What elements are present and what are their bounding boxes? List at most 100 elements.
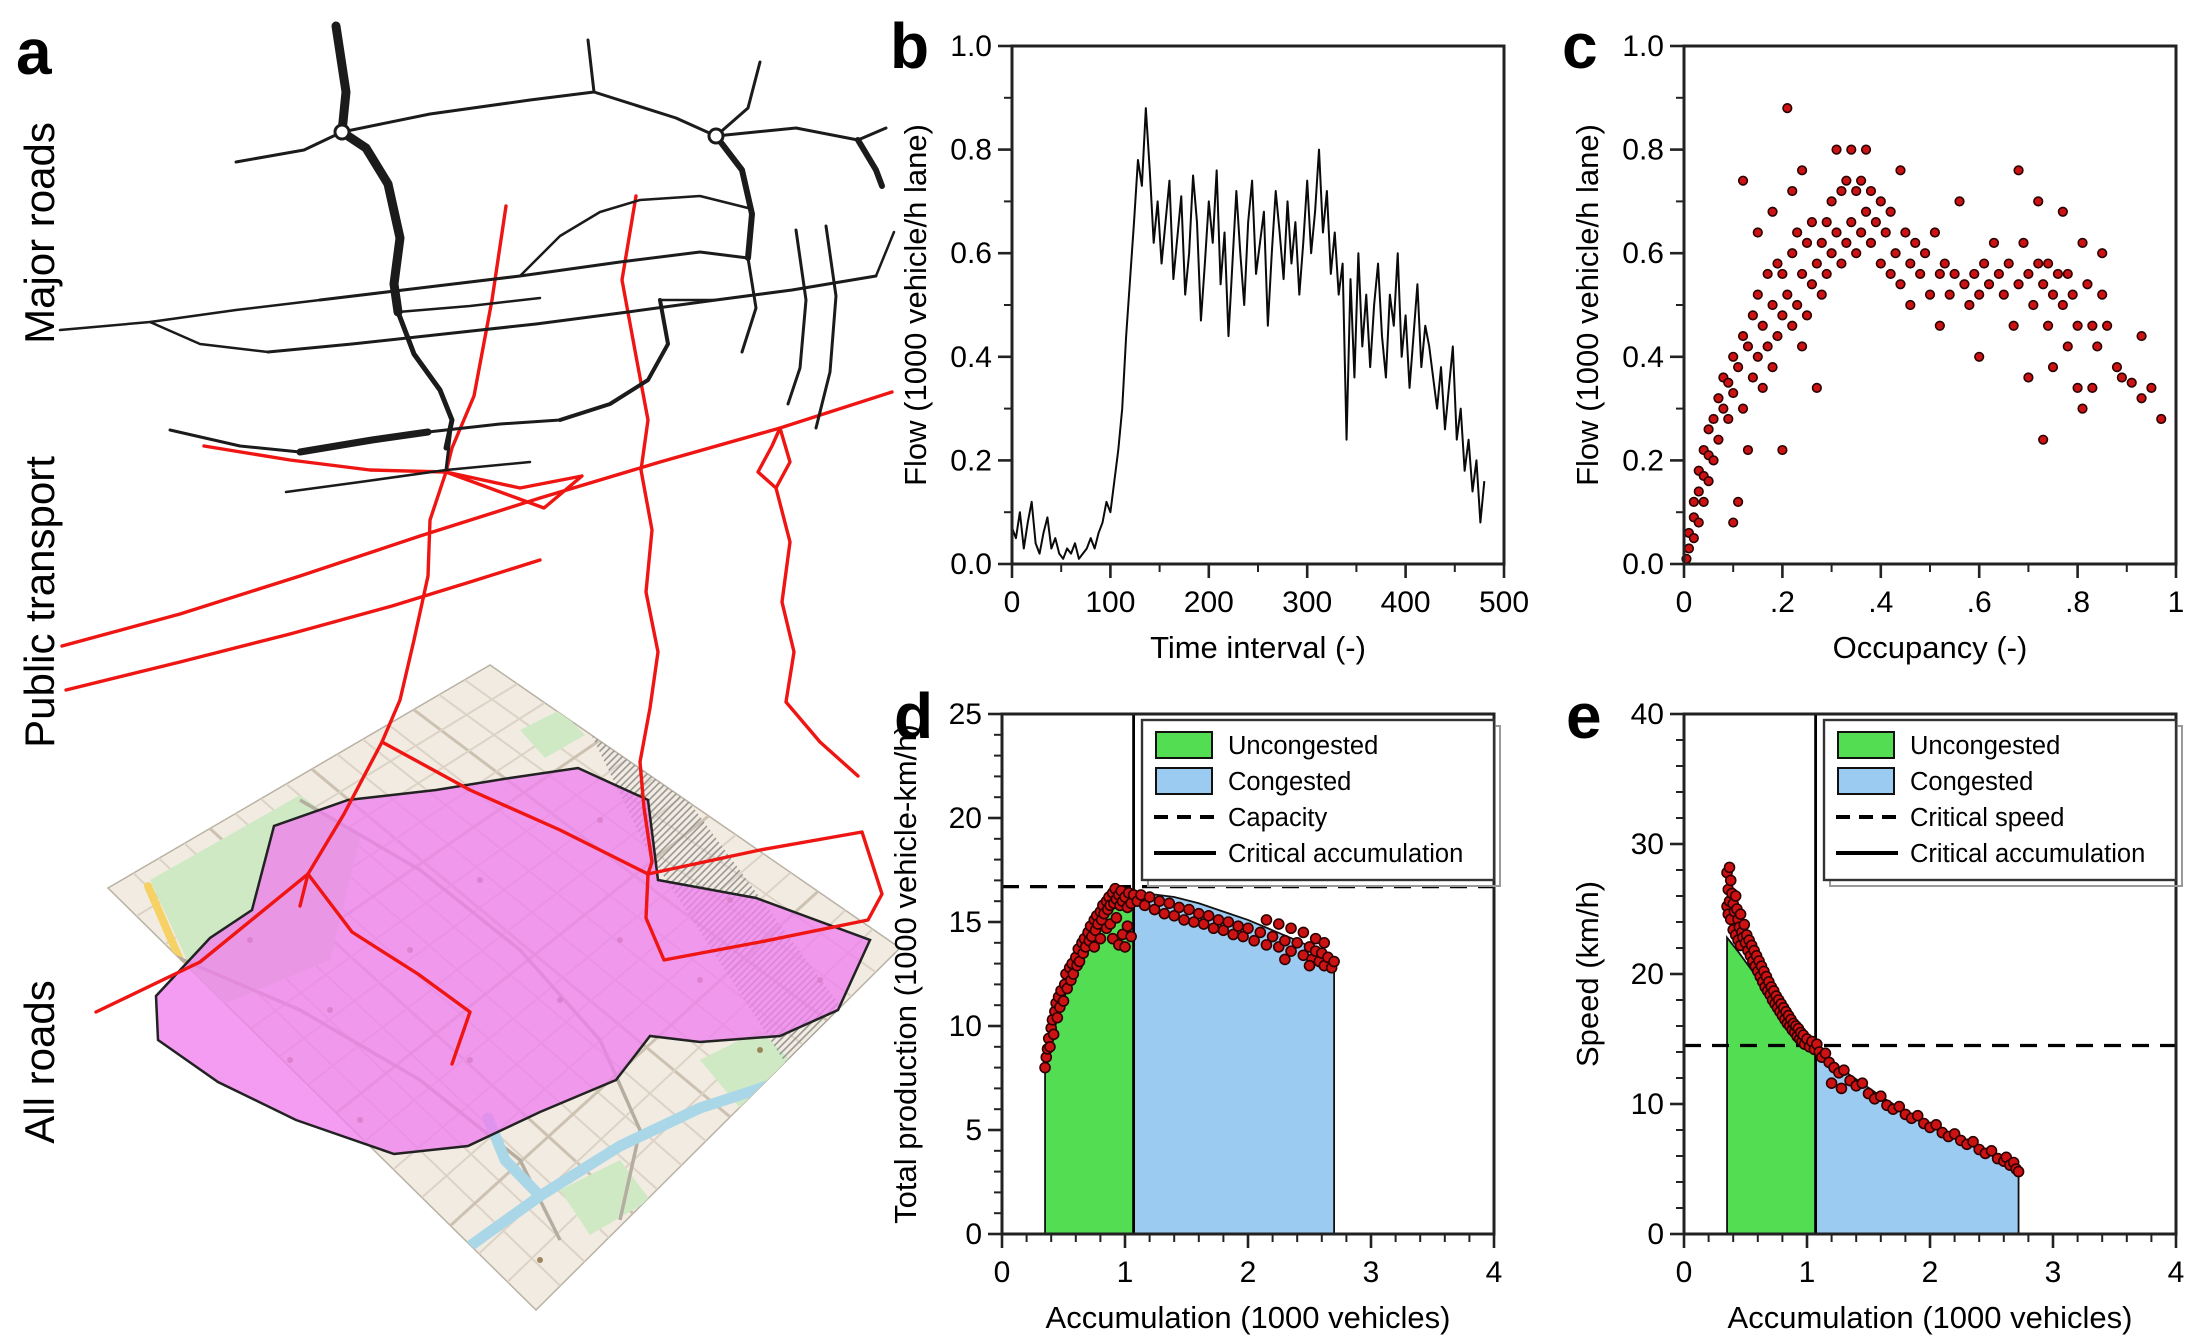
x-tick-label: 2 bbox=[1922, 1256, 1939, 1289]
flow-time-series bbox=[1011, 107, 1486, 560]
plot-frame bbox=[1010, 44, 1506, 566]
study-zone-polygon bbox=[154, 766, 872, 1156]
y-tick-label: 0 bbox=[1647, 1218, 1664, 1251]
y-tick-label: 0.0 bbox=[1622, 548, 1664, 581]
transit-line bbox=[60, 390, 894, 648]
y-tick-label: 0.6 bbox=[950, 237, 992, 270]
major-road bbox=[266, 274, 878, 354]
x-tick-label: 200 bbox=[1184, 586, 1234, 619]
major-road bbox=[714, 60, 762, 138]
x-axis-title: Accumulation (1000 vehicles) bbox=[1046, 1300, 1451, 1335]
legend-label: Congested bbox=[1228, 768, 1351, 796]
layered-network-map-illustration bbox=[58, 21, 902, 1312]
transit-line bbox=[756, 426, 792, 490]
x-tick-label: 0 bbox=[1004, 586, 1021, 619]
park-area bbox=[700, 1030, 800, 1108]
layer-label-major-roads: Major roads bbox=[16, 122, 63, 344]
chart-panel-d: 0 1 2 3 4 0 5 10 15 20 25 Accumulation (1000 vehicl… bbox=[888, 698, 1502, 1335]
legend-label: Capacity bbox=[1228, 804, 1327, 832]
y-tick-label: 20 bbox=[949, 802, 982, 835]
major-road bbox=[586, 38, 596, 94]
y-tick-label: 0.8 bbox=[1622, 134, 1664, 167]
x-tick-label: 0 bbox=[994, 1256, 1011, 1289]
major-road bbox=[592, 90, 718, 138]
y-tick-label: 0 bbox=[965, 1218, 982, 1251]
congested-region bbox=[1814, 1046, 2020, 1235]
layer-label-all-roads: All roads bbox=[16, 980, 63, 1144]
x-tick-label: .6 bbox=[1967, 586, 1992, 619]
y-tick-label: 0.2 bbox=[1622, 444, 1664, 477]
legend-swatch-blue bbox=[1837, 767, 1895, 795]
y-tick-label: 25 bbox=[949, 698, 982, 731]
major-road bbox=[168, 428, 302, 454]
legend-label: Uncongested bbox=[1910, 732, 2060, 760]
y-tick-label: 40 bbox=[1631, 698, 1664, 731]
congested-region bbox=[1132, 893, 1335, 1235]
y-tick-label: 1.0 bbox=[950, 30, 992, 63]
transit-line bbox=[620, 194, 660, 810]
x-tick-label: .2 bbox=[1770, 586, 1795, 619]
major-road bbox=[296, 428, 432, 456]
major-road bbox=[444, 418, 454, 472]
major-road bbox=[713, 133, 755, 261]
x-tick-label: 1 bbox=[1117, 1256, 1134, 1289]
data-points bbox=[1721, 861, 2025, 1178]
public-transport-network bbox=[60, 194, 894, 1066]
legend-label: Critical accumulation bbox=[1910, 840, 2145, 868]
chart-panel-b: 0 100 200 300 400 500 0.0 0.2 0.4 0.6 0.8 1.0 Time i… bbox=[898, 30, 1529, 665]
x-axis-title: Time interval (-) bbox=[1150, 630, 1366, 665]
park-area bbox=[520, 710, 585, 758]
legend-label: Critical speed bbox=[1910, 804, 2064, 832]
transit-line bbox=[94, 872, 310, 1014]
major-roads-network bbox=[58, 21, 896, 494]
x-tick-label: .8 bbox=[2065, 586, 2090, 619]
panel-letter-e: e bbox=[1566, 680, 1602, 752]
transit-line bbox=[774, 486, 860, 778]
x-tick-label: 500 bbox=[1479, 586, 1529, 619]
major-road bbox=[340, 90, 596, 134]
major-road bbox=[518, 194, 750, 278]
x-tick-label: .4 bbox=[1868, 586, 1893, 619]
panel-letter-a: a bbox=[16, 16, 52, 88]
data-points bbox=[1681, 103, 2167, 564]
major-road bbox=[331, 21, 351, 137]
legend-swatch-green bbox=[1155, 731, 1213, 759]
major-road bbox=[58, 298, 322, 332]
y-tick-label: 10 bbox=[1631, 1088, 1664, 1121]
major-road bbox=[148, 320, 270, 354]
transit-line bbox=[380, 740, 650, 876]
plot-frame bbox=[1682, 44, 2178, 566]
x-axis-title: Occupancy (-) bbox=[1833, 630, 2028, 665]
y-axis-title: Speed (km/h) bbox=[1570, 881, 1605, 1067]
y-axis-title: Total production (1000 vehicle-km/h) bbox=[888, 724, 923, 1224]
legend-swatch-blue bbox=[1155, 767, 1213, 795]
x-tick-label: 3 bbox=[2045, 1256, 2062, 1289]
major-road bbox=[318, 250, 750, 302]
x-tick-label: 300 bbox=[1282, 586, 1332, 619]
y-tick-label: 0.6 bbox=[1622, 237, 1664, 270]
layer-label-public-transport: Public transport bbox=[16, 456, 63, 748]
panel-letter-c: c bbox=[1562, 10, 1598, 82]
x-tick-label: 2 bbox=[1240, 1256, 1257, 1289]
y-tick-label: 5 bbox=[965, 1114, 982, 1147]
legend: Uncongested Congested Capacity Critical acc… bbox=[1140, 718, 1501, 887]
major-road bbox=[874, 230, 896, 278]
x-axis-title: Accumulation (1000 vehicles) bbox=[1728, 1300, 2133, 1335]
major-road bbox=[814, 224, 838, 430]
road-junction bbox=[333, 123, 351, 141]
legend: Uncongested Congested Critical speed Critic… bbox=[1822, 718, 2183, 887]
y-tick-label: 1.0 bbox=[1622, 30, 1664, 63]
y-tick-label: 0.4 bbox=[1622, 341, 1664, 374]
major-road bbox=[284, 460, 532, 494]
major-road bbox=[337, 127, 405, 317]
major-road bbox=[396, 296, 542, 314]
x-tick-label: 400 bbox=[1381, 586, 1431, 619]
x-tick-label: 3 bbox=[1363, 1256, 1380, 1289]
y-tick-label: 10 bbox=[949, 1010, 982, 1043]
x-tick-label: 1 bbox=[1799, 1256, 1816, 1289]
x-tick-label: 4 bbox=[1486, 1256, 1503, 1289]
y-axis-title: Flow (1000 vehicle/h lane) bbox=[1570, 124, 1605, 486]
